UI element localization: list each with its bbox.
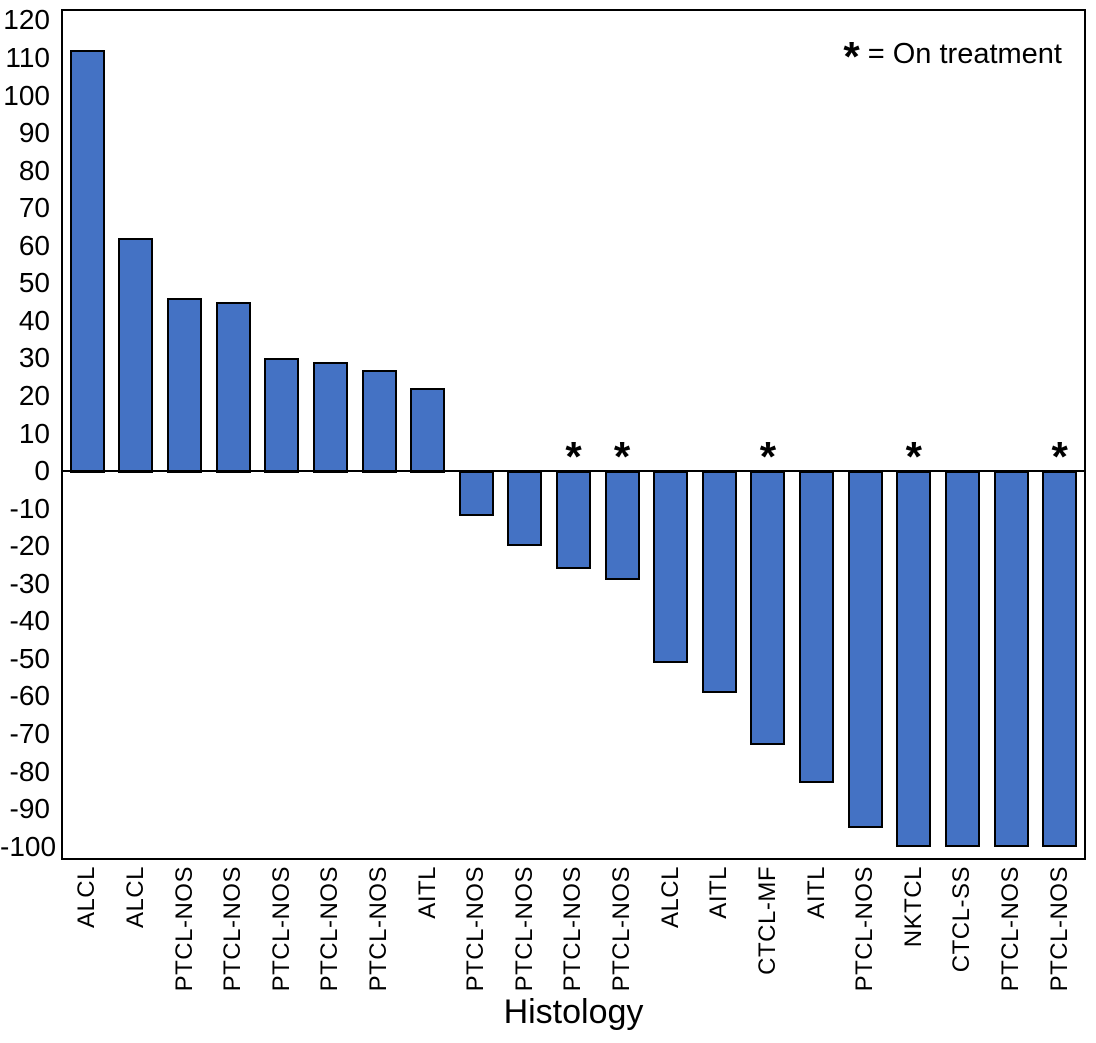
x-category-label-text: ALCL	[121, 866, 149, 929]
legend: * = On treatment	[843, 25, 1062, 80]
x-category-label: CTCL-MF	[744, 866, 793, 1011]
plot-area: * = On treatment * * * * *	[61, 9, 1086, 860]
y-tick-label: -20	[9, 530, 50, 562]
x-category-label: AITL	[695, 866, 744, 1011]
y-tick-label: -100	[0, 830, 57, 862]
bar-alcl	[118, 238, 154, 474]
y-tick-label: 0	[34, 455, 50, 487]
y-tick-label: -80	[9, 755, 50, 787]
bar-nktcl	[896, 471, 932, 847]
y-tick-label: -70	[9, 718, 50, 750]
y-tick-label: 70	[18, 192, 50, 224]
bar-ptcl-nos	[361, 369, 397, 474]
x-category-label-text: PTCL-NOS	[559, 866, 587, 992]
y-tick-label: -60	[9, 680, 50, 712]
bar-aitl	[701, 471, 737, 693]
x-category-label: ALCL	[646, 866, 695, 1011]
legend-label: = On treatment	[867, 38, 1062, 70]
x-category-label-text: PTCL-NOS	[608, 866, 636, 992]
bar-alcl	[69, 50, 105, 474]
x-category-label-text: PTCL-NOS	[316, 866, 344, 992]
asterisk-symbol: *	[843, 33, 860, 80]
x-category-label: PTCL-NOS	[598, 866, 647, 1011]
x-category-label: ALCL	[112, 866, 161, 1011]
x-category-label: PTCL-NOS	[501, 866, 550, 1011]
bar-ptcl-nos	[312, 362, 348, 474]
x-category-label-text: ALCL	[73, 866, 101, 929]
bar-ctcl-mf	[750, 471, 786, 746]
on-treatment-asterisk: *	[613, 433, 631, 481]
y-tick-label: -10	[9, 492, 50, 524]
y-tick-label: 40	[18, 304, 50, 336]
bar-ptcl-nos	[215, 302, 251, 474]
bar-alcl	[653, 471, 689, 663]
x-category-label: ALCL	[63, 866, 112, 1011]
y-tick-label: -30	[9, 567, 50, 599]
y-tick-label: 110	[5, 41, 50, 73]
x-category-label: PTCL-NOS	[841, 866, 890, 1011]
x-category-label-text: ALCL	[656, 866, 684, 929]
x-category-label-text: PTCL-NOS	[267, 866, 295, 992]
x-category-label-text: PTCL-NOS	[462, 866, 490, 992]
bar-ptcl-nos	[167, 298, 203, 474]
y-axis-tick-labels: 120 110 100 90 80 70 60 50 40 30 20 10 0 -10 -20 -30 -40…	[0, 0, 57, 1043]
x-category-label: CTCL-SS	[938, 866, 987, 1011]
y-tick-label: -50	[9, 642, 50, 674]
x-category-label-text: PTCL-NOS	[170, 866, 198, 992]
x-category-label: PTCL-NOS	[209, 866, 258, 1011]
x-category-label-text: CTCL-SS	[948, 866, 976, 973]
on-treatment-asterisk: *	[759, 433, 777, 481]
bar-ptcl-nos	[993, 471, 1029, 847]
on-treatment-asterisk: *	[905, 433, 922, 481]
y-tick-label: -90	[9, 793, 50, 825]
y-tick-label: -40	[9, 605, 50, 637]
x-category-label: PTCL-NOS	[306, 866, 355, 1011]
x-category-label: PTCL-NOS	[452, 866, 501, 1011]
x-category-label: PTCL-NOS	[1035, 866, 1084, 1011]
x-category-label: NKTCL	[890, 866, 939, 1011]
x-category-label: PTCL-NOS	[355, 866, 404, 1011]
x-category-label-text: PTCL-NOS	[851, 866, 879, 992]
x-category-label-text: PTCL-NOS	[365, 866, 392, 992]
x-category-label: PTCL-NOS	[160, 866, 209, 1011]
x-category-label-text: NKTCL	[899, 866, 927, 948]
x-category-label-text: AITL	[705, 866, 733, 919]
bar-ptcl-nos	[1042, 471, 1078, 847]
y-tick-label: 60	[18, 229, 50, 261]
bar-ptcl-nos	[507, 471, 543, 547]
bar-ptcl-nos	[458, 471, 494, 517]
x-category-label-text: AITL	[802, 866, 830, 919]
bar-aitl	[410, 388, 446, 474]
y-tick-label: 30	[18, 342, 50, 374]
x-category-label: PTCL-NOS	[987, 866, 1036, 1011]
bar-ptcl-nos	[847, 471, 883, 828]
bar-aitl	[799, 471, 835, 783]
on-treatment-asterisk: *	[1051, 433, 1068, 481]
y-tick-label: 20	[18, 380, 50, 411]
x-category-label-text: CTCL-MF	[753, 866, 781, 975]
bar-ptcl-nos	[556, 471, 591, 569]
x-category-label: AITL	[792, 866, 841, 1011]
x-category-label: AITL	[403, 866, 452, 1011]
x-category-label: PTCL-NOS	[549, 866, 598, 1011]
y-tick-label: 100	[3, 79, 50, 111]
x-category-label-text: PTCL-NOS	[1045, 866, 1073, 992]
on-treatment-asterisk: *	[565, 433, 582, 481]
x-category-label-text: PTCL-NOS	[510, 866, 538, 992]
x-category-label-text: AITL	[413, 866, 441, 919]
x-category-label: PTCL-NOS	[257, 866, 306, 1011]
x-axis-title: Histology	[503, 993, 644, 1031]
bar-ctcl-ss	[944, 471, 980, 847]
zero-axis-line	[63, 470, 1084, 473]
y-tick-label: 80	[18, 154, 50, 186]
x-category-label-text: PTCL-NOS	[997, 866, 1025, 992]
bar-ptcl-nos	[604, 471, 640, 581]
y-tick-label: 120	[3, 4, 50, 36]
y-tick-label: 10	[18, 417, 50, 449]
x-category-label-text: PTCL-NOS	[219, 866, 247, 992]
bar-ptcl-nos	[264, 358, 300, 474]
y-tick-label: 90	[18, 117, 50, 149]
y-tick-label: 50	[18, 267, 50, 299]
